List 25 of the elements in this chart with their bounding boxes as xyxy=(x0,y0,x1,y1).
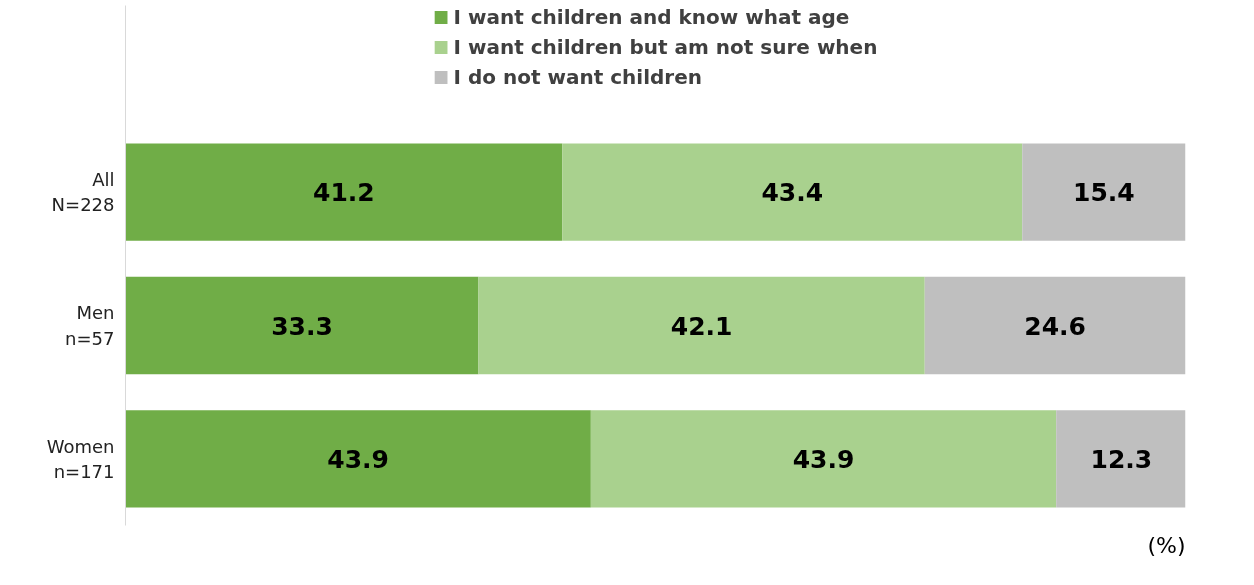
bar xyxy=(478,276,925,375)
data-label: 43.9 xyxy=(792,444,855,474)
data-label: 33.3 xyxy=(271,311,333,341)
bar xyxy=(1056,410,1186,508)
bar xyxy=(125,276,479,375)
data-label: 43.9 xyxy=(327,444,390,474)
legend-label: I want children and know what age xyxy=(453,5,850,29)
legend-label: I do not want children xyxy=(453,65,703,89)
text: (%) xyxy=(1147,532,1186,558)
data-label: 42.1 xyxy=(670,311,733,341)
y-tick-label: Women n=171 xyxy=(46,435,115,482)
bar xyxy=(590,410,1057,508)
data-label: 15.4 xyxy=(1073,178,1135,208)
bar xyxy=(562,143,1023,241)
bar xyxy=(125,143,563,241)
data-label: 24.6 xyxy=(1024,311,1086,341)
data-label: 41.2 xyxy=(313,178,375,208)
bar xyxy=(924,276,1186,375)
data-label: 43.4 xyxy=(761,178,824,208)
y-tick-label: Men n=57 xyxy=(65,302,115,349)
legend-label: I want children but am not sure when xyxy=(453,35,878,59)
bar xyxy=(1022,143,1186,241)
bar xyxy=(125,410,591,508)
data-label: 12.3 xyxy=(1090,444,1153,474)
y-tick-label: All N=228 xyxy=(51,169,115,216)
